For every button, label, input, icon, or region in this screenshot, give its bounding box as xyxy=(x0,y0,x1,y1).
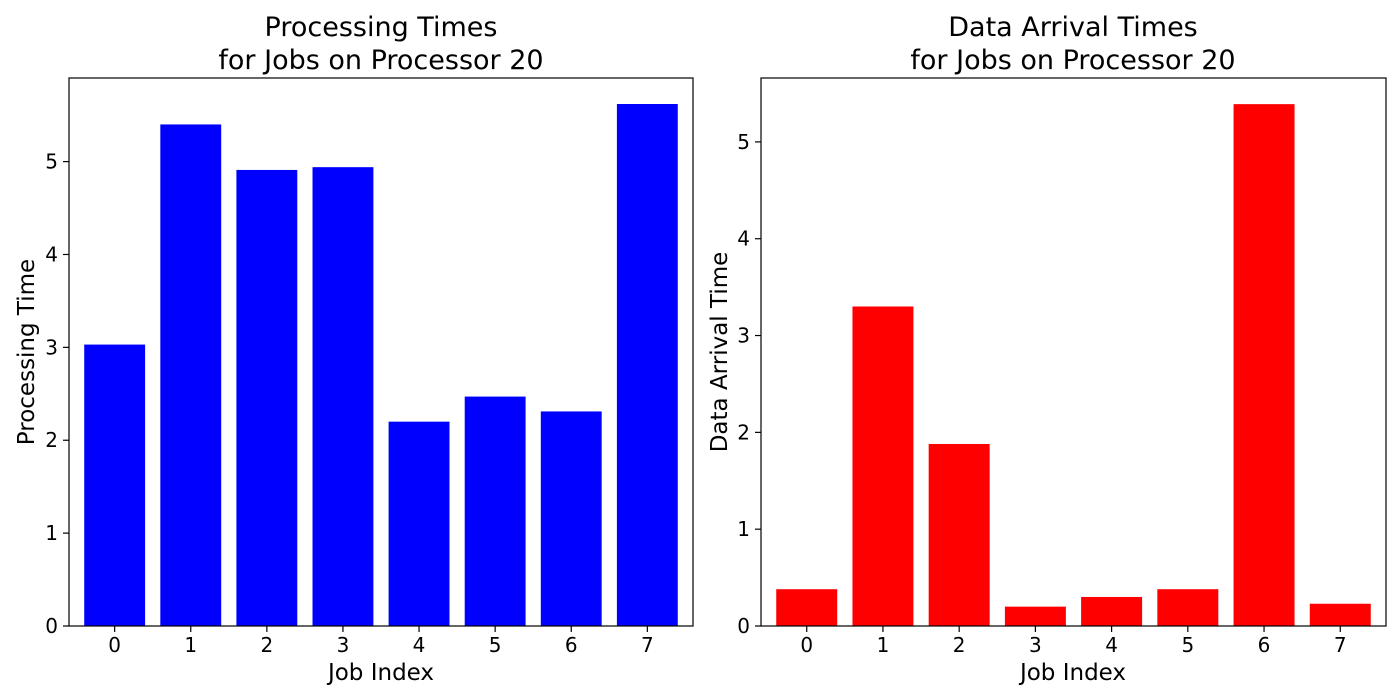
y-tick-label: 5 xyxy=(737,130,750,154)
y-tick-label: 4 xyxy=(45,242,58,266)
plot-area: 0 1 2 3 4 5 6 7 0 1 2 3 4 5 xyxy=(737,77,1387,657)
plot-frame xyxy=(68,77,694,627)
x-axis-label: Job Index xyxy=(326,660,434,686)
y-axis-label: Processing Time xyxy=(14,259,40,445)
plot-area: 0 1 2 3 4 5 6 7 0 1 2 3 4 5 xyxy=(45,77,694,657)
x-axis-label: Job Index xyxy=(1018,660,1126,686)
x-tick-label: 0 xyxy=(800,633,813,657)
y-tick-label: 2 xyxy=(45,428,58,452)
x-tick-label: 4 xyxy=(1105,633,1118,657)
bar-job-3 xyxy=(1004,606,1066,626)
chart-title-line-1: Data Arrival Times xyxy=(948,12,1198,43)
bar-job-4 xyxy=(1081,596,1143,626)
y-tick-label: 1 xyxy=(45,521,58,545)
x-tick-label: 2 xyxy=(260,633,273,657)
y-tick-label: 2 xyxy=(737,420,750,444)
bar-job-4 xyxy=(388,421,450,626)
x-tick-label: 7 xyxy=(1334,633,1347,657)
bars xyxy=(776,104,1371,626)
y-tick-label: 0 xyxy=(45,614,58,638)
x-tick-label: 6 xyxy=(1258,633,1271,657)
y-tick-label: 3 xyxy=(45,335,58,359)
bar-job-5 xyxy=(464,396,526,626)
bar-job-5 xyxy=(1157,589,1219,626)
x-tick-label: 6 xyxy=(565,633,578,657)
axes: 0 1 2 3 4 5 6 7 0 1 2 3 4 5 xyxy=(737,130,1346,657)
x-tick-label: 2 xyxy=(953,633,966,657)
plot-frame xyxy=(760,77,1387,627)
x-tick-label: 5 xyxy=(1181,633,1194,657)
y-tick-label: 0 xyxy=(737,614,750,638)
bar-job-2 xyxy=(928,443,990,626)
chart-title-line-2: for Jobs on Processor 20 xyxy=(910,45,1235,76)
axes: 0 1 2 3 4 5 6 7 0 1 2 3 4 5 xyxy=(45,150,653,657)
bar-job-1 xyxy=(852,306,914,626)
x-tick-label: 3 xyxy=(337,633,350,657)
chart-title-line-2: for Jobs on Processor 20 xyxy=(218,45,543,76)
bar-job-3 xyxy=(312,167,374,627)
y-tick-label: 4 xyxy=(737,227,750,251)
y-tick-label: 1 xyxy=(737,517,750,541)
bar-job-6 xyxy=(1233,104,1295,626)
bars xyxy=(84,104,678,627)
y-axis-label: Data Arrival Time xyxy=(707,252,733,453)
chart-title-line-1: Processing Times xyxy=(265,12,498,43)
x-tick-label: 0 xyxy=(108,633,121,657)
x-tick-label: 1 xyxy=(877,633,890,657)
x-tick-label: 3 xyxy=(1029,633,1042,657)
bar-job-1 xyxy=(160,124,222,626)
x-tick-label: 4 xyxy=(413,633,426,657)
x-tick-label: 5 xyxy=(489,633,502,657)
x-tick-label: 7 xyxy=(641,633,654,657)
bar-job-0 xyxy=(84,344,146,626)
bar-job-7 xyxy=(1309,603,1371,626)
y-tick-label: 5 xyxy=(45,150,58,174)
bar-job-2 xyxy=(236,169,298,626)
y-tick-label: 3 xyxy=(737,324,750,348)
x-tick-label: 1 xyxy=(184,633,197,657)
bar-job-7 xyxy=(616,104,678,626)
bar-job-6 xyxy=(540,411,602,626)
bar-job-0 xyxy=(776,589,838,626)
processing-times-chart: Processing Times for Jobs on Processor 2… xyxy=(14,12,694,686)
data-arrival-times-chart: Data Arrival Times for Jobs on Processor… xyxy=(707,12,1387,686)
